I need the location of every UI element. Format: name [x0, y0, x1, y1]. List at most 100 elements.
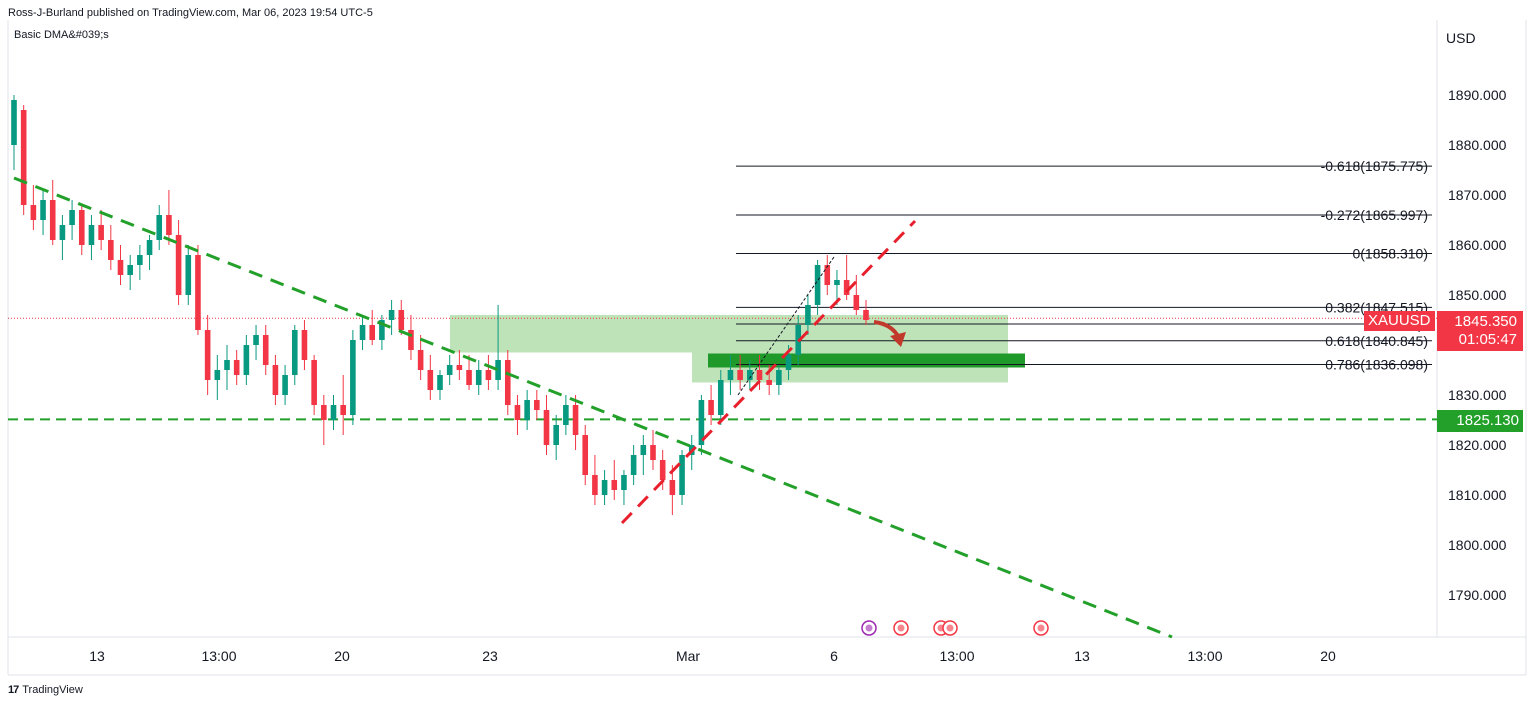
x-tick-label: 6 [830, 648, 838, 664]
candle-body [40, 200, 46, 220]
candle-body [630, 455, 637, 475]
candle-body [650, 445, 656, 460]
candle-body [20, 110, 27, 205]
x-tick-label: 13 [1074, 648, 1090, 664]
candle-body [359, 325, 366, 340]
candle-body [340, 405, 346, 415]
candles [11, 95, 869, 515]
candle-body [524, 400, 530, 420]
candle-body [437, 375, 443, 390]
y-tick-label: 1860.000 [1448, 237, 1507, 253]
indicator-label[interactable]: Basic DMA&#039;s [14, 29, 109, 41]
y-tick-label: 1880.000 [1448, 137, 1507, 153]
candle-body [330, 405, 337, 420]
candle-body [485, 370, 492, 380]
candle-body [117, 260, 124, 275]
candle-body [669, 480, 676, 495]
publisher-header: Ross-J-Burland published on TradingView.… [8, 7, 373, 19]
candle-body [679, 455, 685, 495]
candle-body [156, 215, 163, 240]
candle-body [78, 210, 85, 245]
candle-body [369, 325, 376, 340]
fib-level-label: 0.786(1836.098) [1325, 357, 1428, 373]
candle-body [224, 360, 230, 370]
candle-body [175, 235, 182, 295]
symbol-name-tag: XAUUSD [1364, 311, 1435, 331]
candle-body [137, 255, 143, 265]
candle-body [785, 355, 792, 370]
candle-body [747, 370, 753, 380]
y-tick-label: 1790.000 [1448, 587, 1507, 603]
candle-body [756, 370, 763, 380]
candle-body [834, 280, 840, 285]
candle-body [195, 255, 201, 330]
candle-body [640, 445, 647, 455]
demand-zone-strong[interactable] [708, 353, 1025, 368]
candle-body [843, 280, 850, 295]
candle-body [311, 360, 317, 405]
y-tick-label: 1850.000 [1448, 287, 1507, 303]
candle-body [543, 410, 550, 445]
candle-body [108, 240, 114, 260]
candle-body [243, 345, 250, 375]
candle-body [863, 310, 869, 320]
fib-level-label: -0.272(1865.997) [1321, 207, 1428, 223]
candle-body [824, 265, 831, 285]
support-price-tag: 1825.130 [1437, 410, 1523, 432]
candle-body [659, 460, 666, 480]
candle-body [621, 475, 627, 490]
candle-body [11, 100, 17, 145]
candle-body [30, 205, 37, 220]
x-tick-label: 20 [1320, 648, 1336, 664]
ascending-trendline[interactable] [620, 219, 917, 525]
candle-body [350, 340, 356, 415]
candle-body [301, 330, 308, 360]
x-tick-label: 23 [482, 648, 498, 664]
candle-body [262, 335, 269, 365]
candle-body [69, 210, 75, 225]
candle-body [514, 405, 521, 420]
supply-zone-upper[interactable] [450, 315, 1008, 353]
candle-body [214, 370, 221, 380]
candle-body [572, 405, 579, 435]
candle-body [446, 365, 453, 375]
candle-body [146, 240, 153, 255]
candle-body [776, 370, 782, 385]
footer-brand-label: TradingView [22, 684, 83, 696]
descending-trendline[interactable] [13, 176, 1173, 639]
currency-label: USD [1446, 30, 1476, 46]
candle-body [553, 425, 559, 445]
candle-body [398, 310, 405, 330]
x-tick-label: 13 [89, 648, 105, 664]
projection-arrowhead-icon [890, 332, 906, 347]
candle-body [408, 330, 414, 350]
candle-body [321, 405, 327, 420]
fib-level-label: -0.618(1875.775) [1321, 158, 1428, 174]
x-tick-label: 13:00 [201, 648, 236, 664]
candle-body [475, 370, 482, 385]
candle-body [737, 370, 743, 380]
candle-body [49, 200, 56, 240]
footer-brand: 17 TradingView [8, 684, 83, 696]
candle-body [814, 265, 821, 305]
fib-level-label: 0.618(1840.845) [1325, 333, 1428, 349]
tradingview-logo-icon: 17 [8, 684, 19, 696]
candle-body [204, 330, 211, 380]
candle-body [88, 225, 95, 245]
y-tick-label: 1800.000 [1448, 537, 1507, 553]
candle-body [766, 380, 772, 385]
symbol-countdown: 01:05:47 [1458, 331, 1517, 348]
x-tick-label: 13:00 [939, 648, 974, 664]
x-tick-label: 13:00 [1187, 648, 1222, 664]
us-flag-event-icon [897, 624, 905, 632]
candle-body [495, 360, 501, 380]
candle-body [853, 295, 860, 310]
candle-body [534, 400, 540, 410]
candle-body [282, 375, 288, 395]
candle-body [504, 360, 511, 405]
candle-body [708, 400, 714, 415]
candle-body [233, 360, 240, 375]
candle-body [611, 480, 618, 490]
lightning-event-icon [865, 624, 873, 632]
